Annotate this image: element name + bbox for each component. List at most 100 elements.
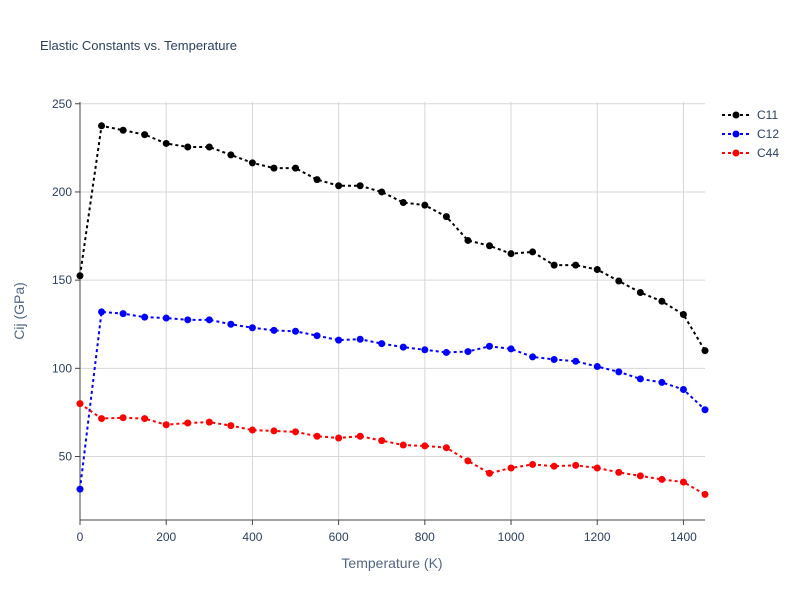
data-point-c12 xyxy=(248,324,256,332)
data-point-c44 xyxy=(485,469,493,477)
x-tick-label: 1200 xyxy=(584,530,611,544)
data-point-c12 xyxy=(485,342,493,350)
legend-marker-c12 xyxy=(732,130,740,138)
data-point-c12 xyxy=(378,340,386,348)
data-point-c11 xyxy=(76,272,84,280)
data-point-c44 xyxy=(658,475,666,483)
data-point-c44 xyxy=(356,432,364,440)
data-point-c11 xyxy=(378,188,386,196)
data-point-c12 xyxy=(658,378,666,386)
axes: 0 200 400 600 800 1000 1200 1400 50 100 150 200 250 xyxy=(52,97,705,544)
data-point-c44 xyxy=(205,418,213,426)
data-point-c11 xyxy=(356,182,364,190)
data-point-c11 xyxy=(529,248,537,256)
data-point-c44 xyxy=(507,464,515,472)
data-point-c44 xyxy=(421,442,429,450)
data-point-c11 xyxy=(98,122,106,130)
data-point-c11 xyxy=(205,143,213,151)
legend-label-c12: C12 xyxy=(757,127,779,141)
data-point-c44 xyxy=(593,464,601,472)
data-point-c44 xyxy=(335,434,343,442)
data-point-c12 xyxy=(464,348,472,356)
x-tick-label: 400 xyxy=(242,530,262,544)
data-point-c11 xyxy=(119,126,127,134)
data-point-c11 xyxy=(248,159,256,167)
data-point-c44 xyxy=(98,415,106,423)
data-point-c44 xyxy=(184,419,192,427)
data-point-c11 xyxy=(550,261,558,269)
data-point-c11 xyxy=(572,261,580,269)
x-tick-label: 0 xyxy=(77,530,84,544)
data-point-c44 xyxy=(572,461,580,469)
data-point-c12 xyxy=(292,327,300,335)
data-point-c12 xyxy=(119,310,127,318)
data-point-c11 xyxy=(335,182,343,190)
series-line-c44 xyxy=(79,402,706,496)
data-point-c11 xyxy=(399,199,407,207)
data-point-c11 xyxy=(227,151,235,159)
x-tick-label: 1000 xyxy=(498,530,525,544)
data-point-c12 xyxy=(335,336,343,344)
data-point-c11 xyxy=(141,131,149,139)
data-point-c44 xyxy=(550,462,558,470)
data-point-c11 xyxy=(679,311,687,319)
data-point-c44 xyxy=(248,426,256,434)
data-point-c44 xyxy=(378,437,386,445)
data-point-c12 xyxy=(98,308,106,316)
data-point-c44 xyxy=(442,444,450,452)
data-point-c12 xyxy=(205,316,213,324)
data-point-c44 xyxy=(119,414,127,422)
data-point-c11 xyxy=(270,164,278,172)
data-point-c44 xyxy=(679,478,687,486)
data-point-c12 xyxy=(507,345,515,353)
data-point-c44 xyxy=(76,400,84,408)
x-axis-title: Temperature (K) xyxy=(341,555,442,571)
data-point-c12 xyxy=(636,375,644,383)
data-point-c44 xyxy=(313,432,321,440)
data-point-c11 xyxy=(701,347,709,355)
data-point-c44 xyxy=(292,428,300,436)
data-point-c11 xyxy=(442,213,450,221)
y-tick-label: 200 xyxy=(52,185,72,199)
data-point-c12 xyxy=(615,368,623,376)
plot-area xyxy=(76,122,709,498)
legend-label-c44: C44 xyxy=(757,146,779,160)
data-point-c11 xyxy=(313,176,321,184)
data-point-c12 xyxy=(227,320,235,328)
x-tick-label: 800 xyxy=(415,530,435,544)
data-point-c11 xyxy=(184,143,192,151)
legend: C11 C12 C44 xyxy=(722,108,779,160)
data-point-c11 xyxy=(636,288,644,296)
data-point-c11 xyxy=(421,201,429,209)
data-point-c44 xyxy=(141,415,149,423)
data-point-c12 xyxy=(356,335,364,343)
y-tick-label: 250 xyxy=(52,97,72,111)
data-point-c12 xyxy=(184,316,192,324)
data-point-c44 xyxy=(529,460,537,468)
data-point-c44 xyxy=(464,457,472,465)
data-point-c12 xyxy=(421,346,429,354)
data-point-c12 xyxy=(679,385,687,393)
data-point-c12 xyxy=(141,313,149,321)
series-line-c11 xyxy=(79,124,706,352)
series-line-c12 xyxy=(79,310,706,490)
legend-marker-c44 xyxy=(732,149,740,157)
grid xyxy=(79,102,705,520)
legend-marker-c11 xyxy=(732,111,740,119)
data-point-c11 xyxy=(593,266,601,274)
data-point-c44 xyxy=(270,427,278,435)
data-point-c11 xyxy=(292,164,300,172)
data-point-c12 xyxy=(442,348,450,356)
data-point-c12 xyxy=(162,314,170,322)
data-point-c44 xyxy=(227,422,235,430)
data-point-c44 xyxy=(636,472,644,480)
data-point-c12 xyxy=(593,363,601,371)
x-tick-label: 1400 xyxy=(670,530,697,544)
y-tick-label: 150 xyxy=(52,273,72,287)
y-tick-label: 100 xyxy=(52,361,72,375)
data-point-c12 xyxy=(550,356,558,364)
data-point-c12 xyxy=(76,485,84,493)
chart-title: Elastic Constants vs. Temperature xyxy=(40,38,237,53)
data-point-c12 xyxy=(313,332,321,340)
